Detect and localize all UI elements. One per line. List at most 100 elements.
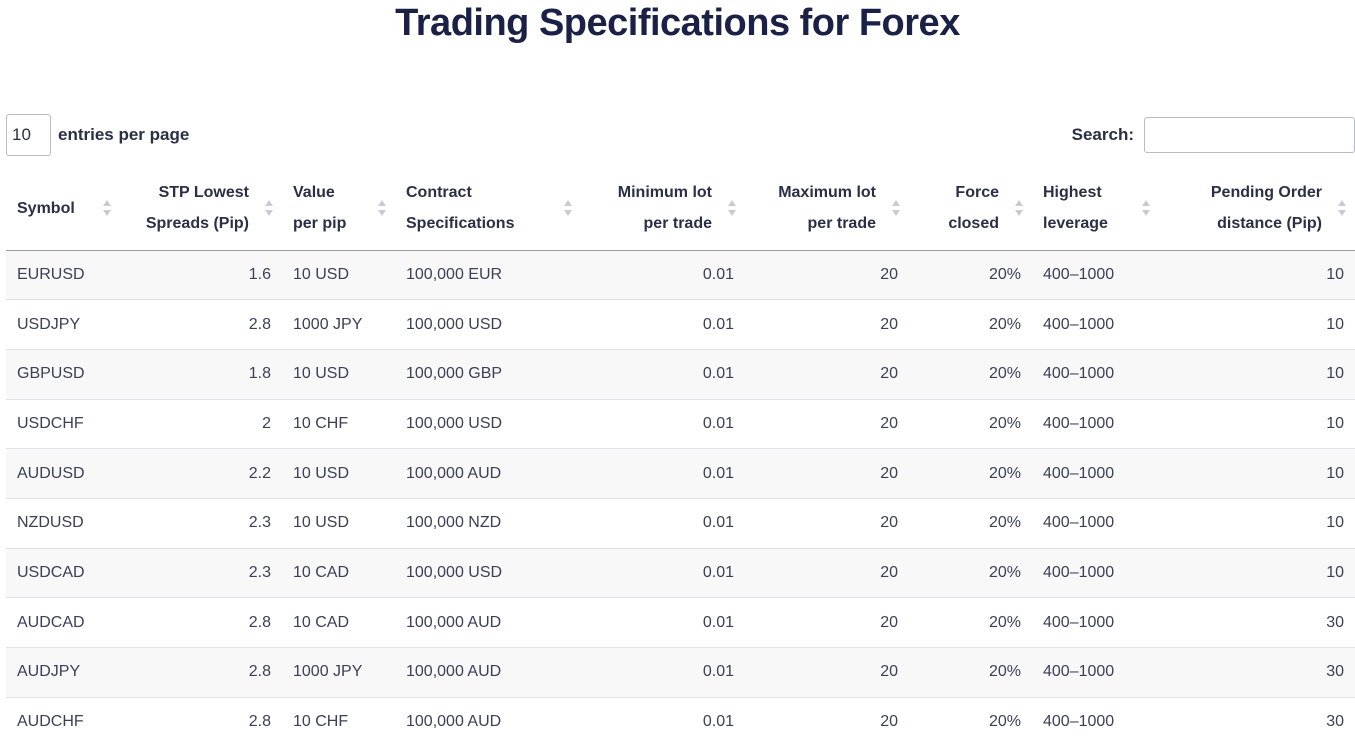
- entries-per-page-label: entries per page: [58, 125, 190, 144]
- column-header-line: distance (Pip): [1217, 215, 1322, 233]
- table-cell: 2.8: [120, 597, 282, 648]
- table-cell: 2: [120, 399, 282, 450]
- table-cell: 10 USD: [282, 349, 395, 400]
- table-row: AUDCHF 2.8 10 CHF 100,000 AUD 0.01 20 20% 400–1…: [6, 697, 1355, 739]
- table-row: USDCHF 2 10 CHF 100,000 USD 0.01 20 20% 400–100…: [6, 399, 1355, 450]
- column-header-line: Specifications: [406, 215, 515, 233]
- column-header[interactable]: Contract Specifications: [395, 167, 581, 251]
- table-cell: 0.01: [581, 250, 745, 301]
- search-input[interactable]: [1144, 117, 1355, 153]
- table-cell: AUDJPY: [6, 647, 120, 698]
- table-cell: NZDUSD: [6, 498, 120, 549]
- table-cell: 20: [745, 299, 909, 350]
- column-header-label: Force closed: [920, 177, 1021, 239]
- table-cell: 20: [745, 349, 909, 400]
- column-header[interactable]: Symbol: [6, 167, 120, 251]
- table-cell: 20: [745, 250, 909, 301]
- table-cell: 2.8: [120, 647, 282, 698]
- column-header-line: Minimum lot: [617, 184, 712, 202]
- table-cell: 0.01: [581, 548, 745, 599]
- table-cell: 400–1000: [1032, 399, 1159, 450]
- table-row: EURUSD 1.6 10 USD 100,000 EUR 0.01 20 20% 400–1…: [6, 250, 1355, 301]
- table-cell: USDCHF: [6, 399, 120, 450]
- table-cell: 20%: [909, 597, 1032, 648]
- table-cell: 10: [1159, 548, 1355, 599]
- table-cell: 2.3: [120, 548, 282, 599]
- column-header[interactable]: Pending Order distance (Pip): [1159, 167, 1355, 251]
- table-cell: 10 USD: [282, 250, 395, 301]
- column-header-line: Maximum lot: [778, 184, 876, 202]
- table-cell: 20: [745, 697, 909, 739]
- column-header-label: Value per pip: [293, 177, 384, 239]
- table-cell: 20: [745, 647, 909, 698]
- table-cell: 30: [1159, 597, 1355, 648]
- table-cell: 400–1000: [1032, 349, 1159, 400]
- column-header[interactable]: Highest leverage: [1032, 167, 1159, 251]
- table-cell: 100,000 EUR: [395, 250, 581, 301]
- table-cell: 20%: [909, 697, 1032, 739]
- table-cell: 10 CHF: [282, 697, 395, 739]
- sort-arrows-icon[interactable]: [1141, 198, 1151, 218]
- table-cell: 20%: [909, 498, 1032, 549]
- column-header-line: Symbol: [17, 199, 75, 217]
- table-cell: 20: [745, 448, 909, 499]
- table-cell: 10: [1159, 299, 1355, 350]
- column-header-line: per trade: [807, 215, 876, 233]
- table-row: AUDJPY 2.8 1000 JPY 100,000 AUD 0.01 20 20% 400…: [6, 647, 1355, 698]
- table-cell: USDJPY: [6, 299, 120, 350]
- sort-arrows-icon[interactable]: [264, 198, 274, 218]
- column-header[interactable]: STP Lowest Spreads (Pip): [120, 167, 282, 251]
- table-cell: 400–1000: [1032, 299, 1159, 350]
- table-cell: AUDUSD: [6, 448, 120, 499]
- column-header-line: Contract: [406, 184, 472, 202]
- table-cell: 10 USD: [282, 448, 395, 499]
- table-row: GBPUSD 1.8 10 USD 100,000 GBP 0.01 20 20% 400–1…: [6, 349, 1355, 400]
- search-label: Search:: [1071, 125, 1134, 144]
- table-cell: 20: [745, 548, 909, 599]
- entries-per-page-select[interactable]: 10: [6, 114, 51, 156]
- table-row: USDJPY 2.8 1000 JPY 100,000 USD 0.01 20 20% 400…: [6, 299, 1355, 350]
- table-cell: 2.2: [120, 448, 282, 499]
- sort-arrows-icon[interactable]: [891, 198, 901, 218]
- column-header[interactable]: Value per pip: [282, 167, 395, 251]
- column-header-line: leverage: [1043, 215, 1108, 233]
- sort-arrows-icon[interactable]: [727, 198, 737, 218]
- column-header-line: closed: [948, 215, 999, 233]
- table-cell: 100,000 USD: [395, 299, 581, 350]
- table-cell: 10: [1159, 448, 1355, 499]
- sort-arrows-icon[interactable]: [377, 198, 387, 218]
- specifications-table: Symbol STP Lowest Spreads (Pip) Value per pi…: [6, 167, 1355, 739]
- table-cell: 2.8: [120, 697, 282, 739]
- table-cell: 400–1000: [1032, 498, 1159, 549]
- table-cell: 20%: [909, 299, 1032, 350]
- column-header-label: Maximum lot per trade: [756, 177, 898, 239]
- table-cell: 10 CAD: [282, 597, 395, 648]
- column-header[interactable]: Minimum lot per trade: [581, 167, 745, 251]
- search-control: Search:: [1072, 117, 1355, 153]
- table-cell: 100,000 USD: [395, 399, 581, 450]
- table-cell: 10 CHF: [282, 399, 395, 450]
- column-header-line: STP Lowest: [158, 184, 249, 202]
- table-body: EURUSD 1.6 10 USD 100,000 EUR 0.01 20 20% 400–1…: [6, 250, 1355, 739]
- table-cell: 10: [1159, 349, 1355, 400]
- page-title: Trading Specifications for Forex: [395, 2, 960, 44]
- sort-arrows-icon[interactable]: [1014, 198, 1024, 218]
- table-cell: 0.01: [581, 399, 745, 450]
- column-header-line: Value: [293, 184, 335, 202]
- column-header-label: STP Lowest Spreads (Pip): [131, 177, 271, 239]
- table-cell: 1000 JPY: [282, 299, 395, 350]
- table-cell: 1000 JPY: [282, 647, 395, 698]
- sort-arrows-icon[interactable]: [563, 198, 573, 218]
- column-header[interactable]: Force closed: [909, 167, 1032, 251]
- column-header-label: Minimum lot per trade: [592, 177, 734, 239]
- column-header-line: Spreads (Pip): [145, 215, 249, 233]
- sort-arrows-icon[interactable]: [1337, 198, 1347, 218]
- table-cell: 20%: [909, 448, 1032, 499]
- table-cell: 20: [745, 399, 909, 450]
- column-header[interactable]: Maximum lot per trade: [745, 167, 909, 251]
- table-cell: 100,000 AUD: [395, 448, 581, 499]
- table-cell: 100,000 USD: [395, 548, 581, 599]
- sort-arrows-icon[interactable]: [102, 198, 112, 218]
- table-cell: 20%: [909, 548, 1032, 599]
